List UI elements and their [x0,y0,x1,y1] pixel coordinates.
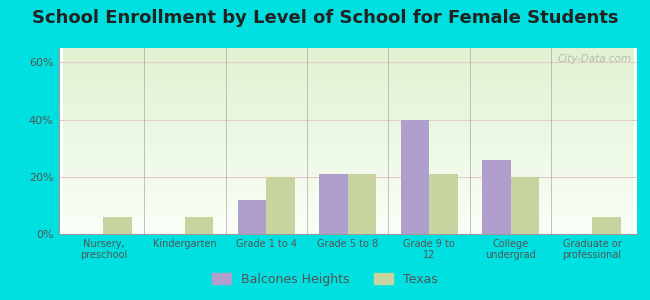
Bar [103,217,132,234]
Text: School Enrollment by Level of School for Female Students: School Enrollment by Level of School for… [32,9,618,27]
Bar [348,174,376,234]
Bar [592,217,621,234]
Legend: Balcones Heights, Texas: Balcones Heights, Texas [207,268,443,291]
Bar [511,177,540,234]
Bar [319,174,348,234]
Bar [238,200,266,234]
Bar [266,177,295,234]
Bar [482,160,511,234]
Bar [185,217,213,234]
Text: City-Data.com: City-Data.com [557,54,631,64]
Bar [400,119,429,234]
Bar [429,174,458,234]
